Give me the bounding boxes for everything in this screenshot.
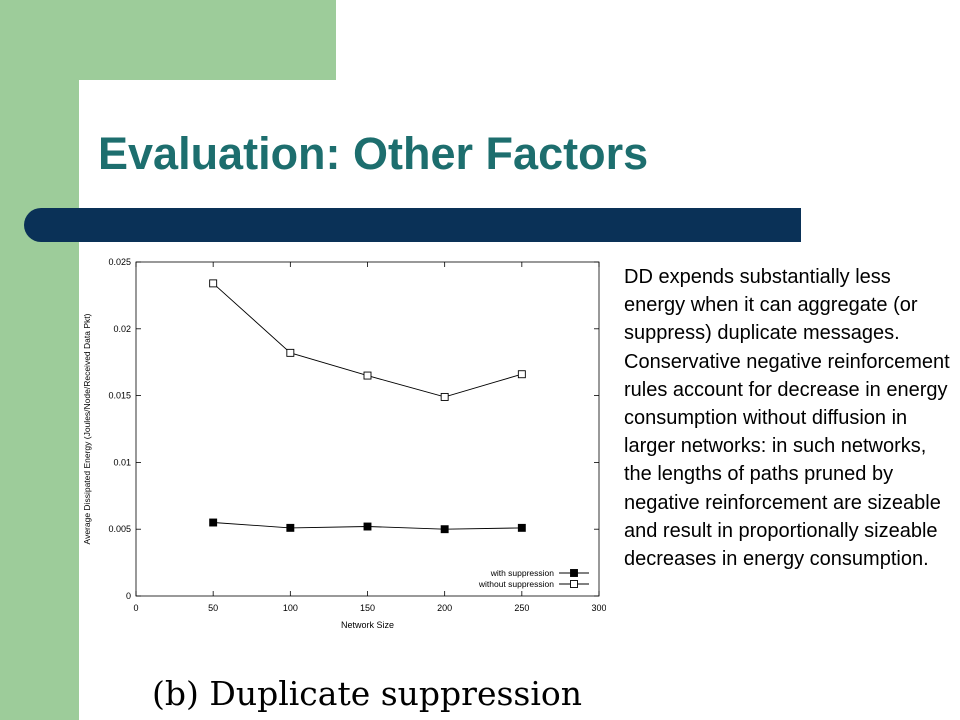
- content-panel: [79, 80, 960, 720]
- top-accent-block: [0, 0, 336, 80]
- data-point: [363, 371, 372, 380]
- data-point: [440, 392, 449, 401]
- figure-caption: (b) Duplicate suppression: [152, 674, 583, 713]
- y-tick-label: 0.01: [113, 457, 131, 467]
- energy-chart: 0 50 100 150 200 250 300 0 0.005 0.01 0.015 0.02 0.0…: [82, 257, 606, 630]
- paragraph-negative-reinforcement: Conservative negative reinforcement rule…: [624, 350, 950, 571]
- legend-label: with suppression: [490, 568, 555, 578]
- data-point: [209, 518, 218, 527]
- x-tick-label: 200: [437, 603, 452, 613]
- paragraph-aggregation: DD expends substantially less energy whe…: [624, 266, 918, 345]
- data-point: [363, 522, 372, 531]
- data-point: [517, 523, 526, 532]
- y-tick-label: 0.025: [108, 257, 131, 267]
- legend-marker: [570, 569, 578, 577]
- x-tick-label: 250: [514, 603, 529, 613]
- y-tick-label: 0.005: [108, 524, 131, 534]
- data-point: [209, 279, 218, 288]
- plot-frame: [135, 261, 600, 597]
- x-tick-label: 300: [591, 603, 606, 613]
- legend-label: without suppression: [478, 579, 554, 589]
- data-point: [286, 523, 295, 532]
- description-text: DD expends substantially less energy whe…: [624, 263, 954, 573]
- left-accent-bar: [0, 0, 79, 720]
- x-tick-label: 50: [208, 603, 218, 613]
- y-tick-label: 0.015: [108, 391, 131, 401]
- data-point: [440, 525, 449, 534]
- data-point: [517, 370, 526, 379]
- legend-marker: [570, 580, 578, 588]
- x-tick-label: 0: [133, 603, 138, 613]
- slide-title: Evaluation: Other Factors: [98, 128, 649, 179]
- x-tick-label: 100: [283, 603, 298, 613]
- y-axis-label: Average Dissipated Energy (Joules/Node/R…: [82, 313, 92, 544]
- y-tick-label: 0: [126, 591, 131, 601]
- x-axis-label: Network Size: [341, 620, 394, 630]
- x-tick-label: 150: [360, 603, 375, 613]
- y-tick-label: 0.02: [113, 324, 131, 334]
- title-underline-bar: [24, 208, 801, 242]
- data-point: [286, 348, 295, 357]
- series-line-2: [212, 283, 522, 398]
